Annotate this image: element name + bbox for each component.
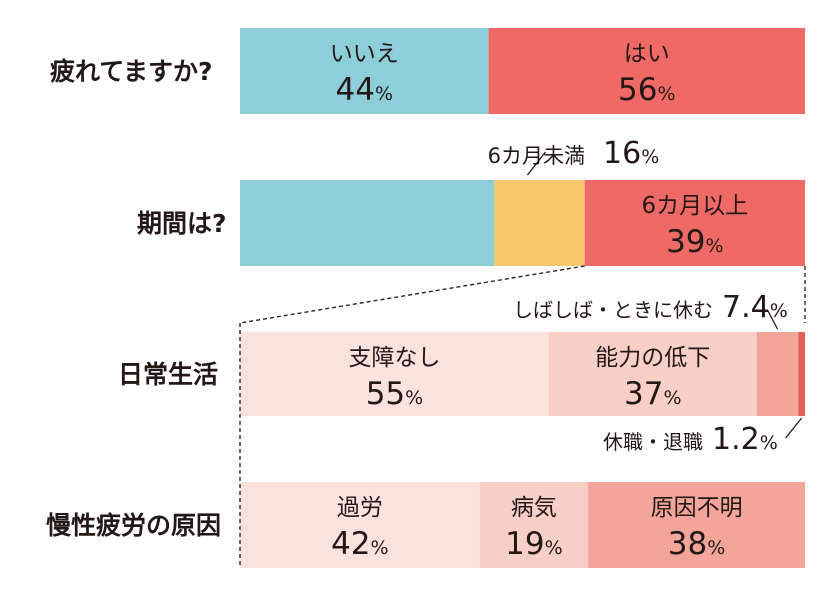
bar-r0-s0 xyxy=(240,28,489,114)
callout-line-r1-s1 xyxy=(526,151,546,176)
callout-line-r2-s2 xyxy=(766,309,779,330)
seg-value-r2-s1: 37% xyxy=(624,376,682,412)
seg-value-r3-s0: 42% xyxy=(331,526,389,562)
bar-r0-s1 xyxy=(488,28,805,114)
seg-value-r0-s0: 44% xyxy=(336,72,394,108)
bar-r3-s1 xyxy=(479,482,589,568)
seg-name-r2-s0: 支障なし xyxy=(348,345,440,371)
seg-value-r2-s0: 55% xyxy=(366,376,424,412)
bar-r2-s1 xyxy=(548,332,757,416)
row-label-1: 期間は? xyxy=(137,209,227,238)
bar-r1-s1 xyxy=(494,180,585,266)
callout-value-r2-s3: 1.2% xyxy=(712,422,778,457)
callout-value-r2-s2: 7.4% xyxy=(722,290,788,325)
callout-value-r1-s1: 16% xyxy=(603,136,659,171)
seg-name-r3-s2: 原因不明 xyxy=(651,495,743,521)
seg-name-r3-s1: 病気 xyxy=(511,495,557,521)
bar-r3-s2 xyxy=(588,482,805,568)
seg-value-r0-s1: 56% xyxy=(618,72,676,108)
seg-name-r2-s1: 能力の低下 xyxy=(595,345,710,371)
seg-value-r3-s2: 38% xyxy=(668,526,726,562)
row-label-2: 日常生活 xyxy=(118,360,218,389)
bar-r3-s0 xyxy=(240,482,480,568)
seg-name-r3-s0: 過労 xyxy=(337,495,383,521)
row-label-0: 疲れてますか? xyxy=(50,57,213,86)
breakdown-line-left xyxy=(239,265,585,324)
seg-name-r1-s2: 6カ月以上 xyxy=(642,193,749,219)
seg-value-r1-s2: 39% xyxy=(666,224,724,260)
seg-name-r0-s0: いいえ xyxy=(330,41,399,67)
callout-name-r2-s2: しばしば・ときに休む xyxy=(513,298,713,322)
callout-name-r2-s3: 休職・退職 xyxy=(603,430,703,454)
bar-r1-s0 xyxy=(240,180,495,266)
seg-value-r3-s1: 19% xyxy=(505,526,563,562)
bar-r2-s2 xyxy=(756,332,799,416)
bar-r2-s3 xyxy=(798,332,805,416)
bar-r2-s0 xyxy=(240,332,549,416)
bar-r1-s2 xyxy=(584,180,805,266)
row-label-3: 慢性疲労の原因 xyxy=(46,511,221,540)
seg-name-r0-s1: はい xyxy=(624,41,670,67)
callout-line-r2-s3 xyxy=(785,417,803,439)
